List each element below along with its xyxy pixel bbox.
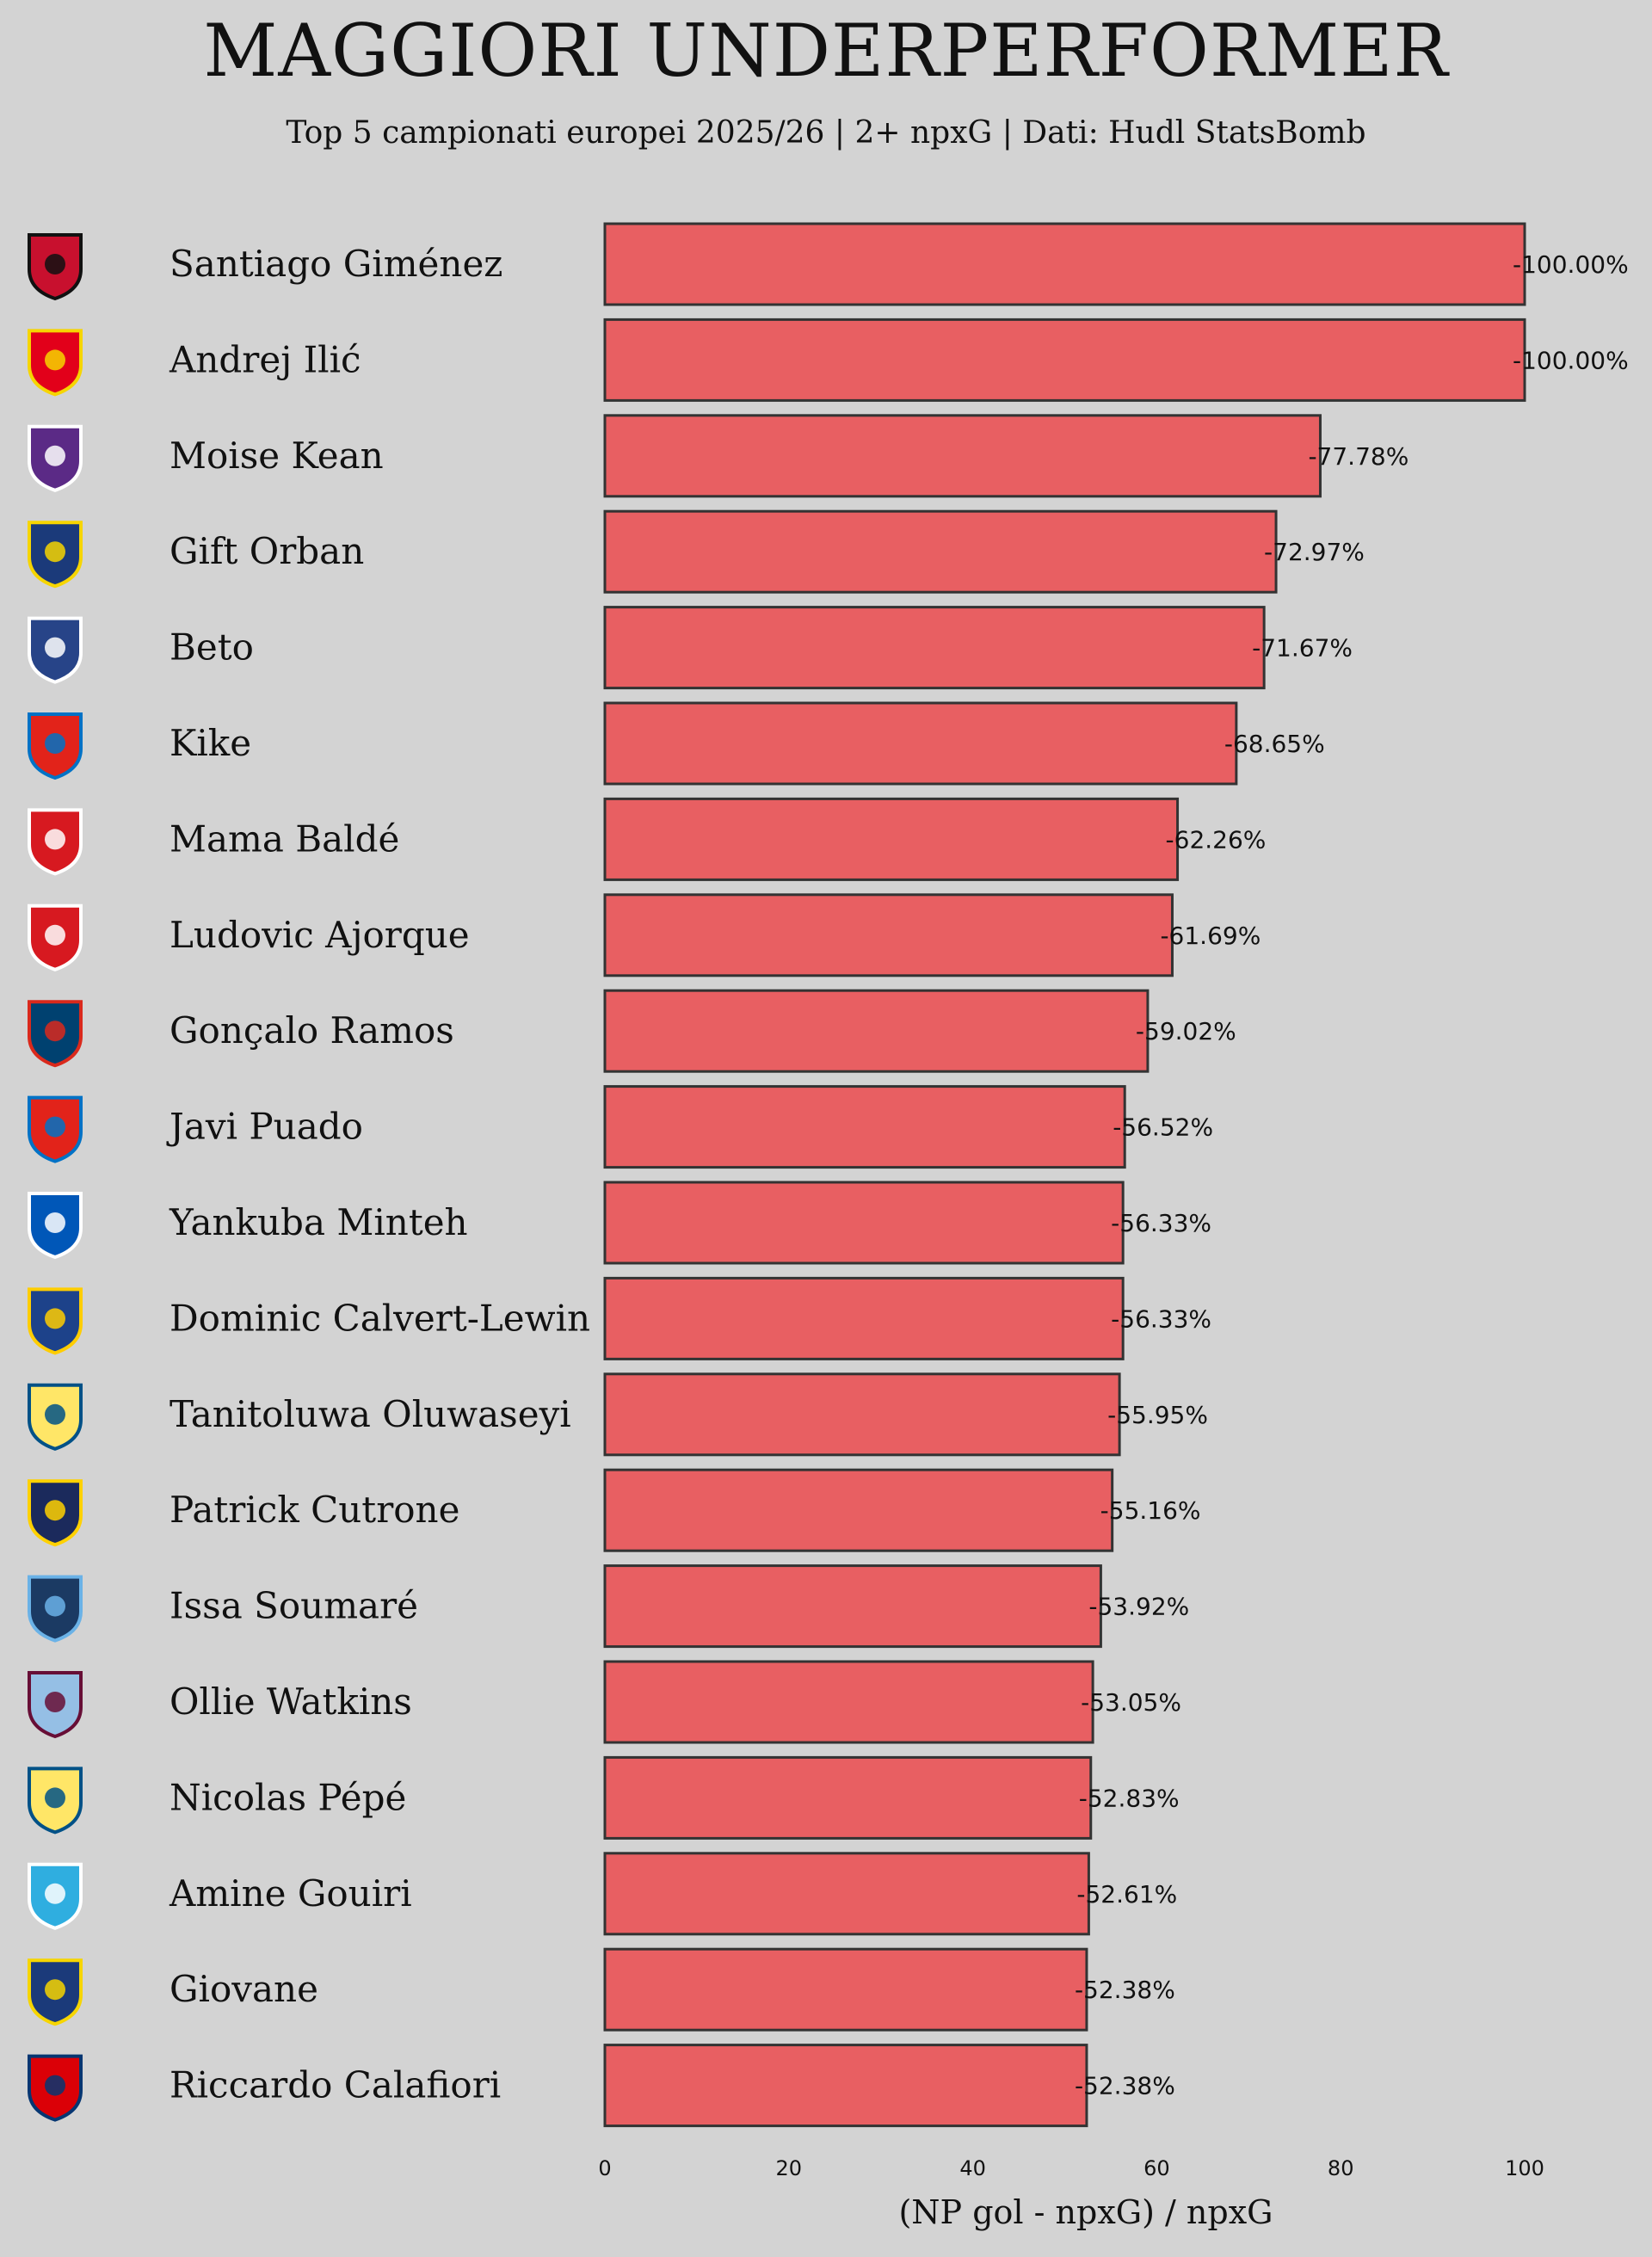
value-label: -56.33% [1111,1209,1211,1237]
player-name: Patrick Cutrone [170,1489,459,1531]
union-berlin-crest-icon [28,329,83,397]
bar [603,1947,1088,2032]
x-axis-label: (NP gol - npxG) / npxG [898,2193,1273,2231]
player-name: Gift Orban [170,530,364,572]
hellas-verona-crest-icon [28,1958,83,2026]
player-name: Kike [170,722,251,764]
bar [603,222,1526,306]
player-name: Dominic Calvert-Lewin [170,1297,590,1339]
marseille-crest-icon [28,1862,83,1930]
value-label: -56.33% [1111,1304,1211,1333]
bar [603,318,1526,402]
bar [603,701,1238,786]
bar [603,1085,1126,1169]
value-label: -59.02% [1136,1017,1236,1045]
player-name: Issa Soumaré [170,1585,418,1627]
brest-crest-icon [28,903,83,971]
bar [603,414,1322,498]
bars [603,222,1526,2128]
value-label: -52.38% [1075,1976,1175,2004]
bar [603,893,1174,977]
le-havre-crest-icon [28,1575,83,1643]
player-name: Mama Baldé [170,817,399,860]
value-label: -53.05% [1081,1688,1181,1717]
ac-milan-crest-icon [28,233,83,301]
psg-crest-icon [28,1000,83,1068]
player-name: Yankuba Minteh [169,1201,468,1243]
value-labels: -100.00% -100.00% -77.78% -72.97% -71.67% -68… [1075,250,1629,2100]
value-label: -53.92% [1088,1593,1189,1621]
x-tick-label: 0 [598,2156,611,2180]
value-label: -52.61% [1076,1880,1177,1909]
bar [603,1852,1090,1936]
x-tick-label: 100 [1505,2156,1544,2180]
value-label: -56.52% [1113,1113,1213,1142]
value-label: -52.38% [1075,2072,1175,2100]
espanyol-crest-icon [28,1095,83,1163]
club-logos [28,233,83,2122]
fiorentina-crest-icon [28,424,83,492]
bar [603,2044,1088,2128]
leeds-crest-icon [28,1287,83,1355]
arsenal-crest-icon [28,2054,83,2122]
chart-subtitle: Top 5 campionati europei 2025/26 | 2+ np… [286,115,1366,151]
bar [603,1468,1114,1552]
bar [603,509,1278,594]
value-label: -77.78% [1308,442,1409,471]
bar [603,1660,1094,1744]
bar [603,1181,1125,1265]
villarreal-crest-icon [28,1767,83,1835]
player-name: Amine Gouiri [169,1872,412,1915]
value-label: -72.97% [1264,538,1365,566]
value-label: -62.26% [1166,825,1267,854]
x-tick-label: 80 [1328,2156,1354,2180]
player-name: Nicolas Pépé [170,1776,406,1818]
player-name: Andrej Ilić [169,338,361,380]
player-name: Ludovic Ajorque [170,914,470,956]
player-name: Moise Kean [170,435,384,477]
value-label: -71.67% [1252,634,1353,663]
value-label: -55.16% [1100,1496,1201,1525]
bar [603,1372,1121,1457]
aston-villa-crest-icon [28,1671,83,1739]
player-name: Ollie Watkins [170,1680,412,1723]
chart-title: MAGGIORI UNDERPERFORMER [203,9,1449,93]
bar [603,1564,1102,1649]
espanyol-crest-icon [28,712,83,780]
player-name: Gonçalo Ramos [170,1009,454,1051]
player-name: Giovane [170,1968,318,2010]
hellas-verona-crest-icon [28,521,83,589]
player-name: Javi Puado [166,1106,363,1148]
value-label: -52.83% [1079,1784,1180,1812]
bar [603,989,1150,1073]
bar [603,797,1180,881]
brest-crest-icon [28,808,83,876]
x-tick-label: 40 [959,2156,986,2180]
value-label: -68.65% [1224,730,1325,758]
x-axis: 0 20 40 60 80 100 [598,2156,1544,2180]
parma-crest-icon [28,1479,83,1547]
everton-crest-icon [28,616,83,684]
bar [603,1755,1093,1840]
x-tick-label: 20 [776,2156,803,2180]
bar [603,606,1266,690]
brighton-crest-icon [28,1192,83,1260]
value-label: -61.69% [1160,922,1261,950]
x-tick-label: 60 [1143,2156,1170,2180]
villarreal-crest-icon [28,1383,83,1451]
player-name: Riccardo Calafiori [170,2064,501,2106]
value-label: -55.95% [1107,1401,1208,1429]
player-name: Beto [170,626,254,669]
player-name: Santiago Giménez [170,243,502,285]
value-label: -100.00% [1513,346,1629,374]
bar [603,1276,1125,1360]
value-label: -100.00% [1513,250,1629,279]
player-name: Tanitoluwa Oluwaseyi [170,1393,571,1435]
player-names: Santiago Giménez Andrej Ilić Moise Kean Gif… [166,243,590,2106]
